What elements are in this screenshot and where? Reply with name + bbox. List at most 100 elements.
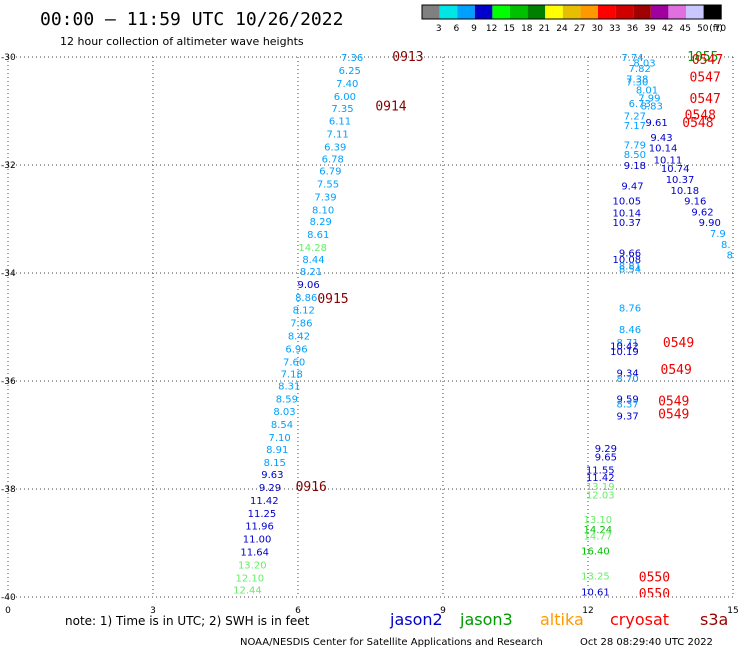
x-tick-label: 9 — [440, 606, 446, 616]
y-tick-label: -36 — [1, 377, 16, 387]
satellite-s3a: s3a — [700, 610, 728, 629]
wave-height-label: 8.37 — [616, 400, 638, 411]
pass-time-label: 0549 — [658, 407, 689, 422]
legend-swatch — [598, 5, 616, 19]
wave-height-label: 10.74 — [661, 164, 690, 175]
wave-height-label: 8.03 — [633, 58, 655, 69]
wave-height-label: 14.28 — [298, 243, 327, 254]
wave-height-label: 8.03 — [273, 407, 295, 418]
wave-height-label: 9.65 — [595, 453, 617, 464]
wave-height-label: 9.06 — [297, 280, 319, 291]
footer-generated: Oct 28 08:29:40 UTC 2022 — [580, 637, 713, 648]
y-tick-label: -32 — [1, 161, 16, 171]
wave-height-label: 7.60 — [283, 358, 305, 369]
chart-plot-area: 7.36 6.25 7.40 6.007.35 6.11 7.11 6.396.786.79… — [233, 50, 733, 602]
legend-swatch — [580, 5, 598, 19]
wave-height-label: 8.59 — [276, 394, 298, 405]
wave-height-label: 7.35 — [331, 104, 353, 115]
wave-height-label: 8.50 — [624, 150, 646, 161]
legend-swatch — [703, 5, 722, 19]
wave-height-label: 8.12 — [293, 306, 315, 317]
wave-height-label: 8.29 — [310, 217, 332, 228]
wave-height-label: 10.14 — [613, 209, 642, 220]
legend-label: 27 — [574, 24, 585, 34]
chart-axes: 0 3 6 9 12 15 -30 -32 -34 -36 -38 -40 — [1, 53, 739, 616]
wave-height-label: 10.14 — [649, 144, 678, 155]
wave-height-label: 11.25 — [248, 509, 277, 520]
legend-swatch — [633, 5, 651, 19]
legend-label: 33 — [609, 24, 620, 34]
footer-credit: NOAA/NESDIS Center for Satellite Applica… — [240, 637, 543, 648]
wave-height-label: 7.9 — [710, 229, 726, 240]
legend-label: 45 — [679, 24, 690, 34]
wave-height-label: 6.25 — [339, 66, 361, 77]
legend-label: 70 — [715, 24, 727, 34]
legend-label: 42 — [662, 24, 673, 34]
legend-label: 36 — [627, 24, 639, 34]
wave-height-label: 13.25 — [581, 571, 610, 582]
legend-swatch — [650, 5, 669, 19]
chart-grid — [7, 56, 734, 598]
wave-height-label: 8.44 — [302, 255, 324, 266]
wave-height-label: 7.38 — [626, 75, 648, 86]
pass-time-label: 0547 — [690, 92, 721, 107]
wave-height-label: 8.31 — [278, 381, 300, 392]
legend-unit: (ft) — [709, 24, 723, 34]
legend-label: 30 — [591, 24, 603, 34]
wave-height-label: 8.46 — [619, 325, 641, 336]
wave-height-label: 7.27 — [624, 111, 646, 122]
wave-height-label: 8.10 — [312, 205, 334, 216]
wave-height-label: 7.30 — [626, 77, 648, 88]
wave-height-label: 9.62 — [691, 207, 713, 218]
legend-swatch — [668, 5, 686, 19]
wave-height-label: 8.71 — [616, 338, 638, 349]
wave-height-label: 7.39 — [314, 192, 336, 203]
legend-swatch — [545, 5, 563, 19]
y-tick-label: -38 — [1, 485, 16, 495]
wave-height-label: 11.42 — [586, 473, 615, 484]
legend-label: 15 — [503, 24, 514, 34]
pass-time-label: 0547 — [692, 53, 723, 68]
legend-label: 9 — [471, 24, 477, 34]
y-tick-label: -34 — [1, 269, 16, 279]
pass-time-label: 1055 — [687, 50, 718, 65]
wave-height-label: 13.19 — [586, 482, 615, 493]
wave-height-label: 9.63 — [261, 470, 283, 481]
wave-height-label: 10.08 — [613, 255, 642, 266]
pass-time-label: 0550 — [639, 587, 670, 602]
legend-swatch — [510, 5, 528, 19]
satellite-altika: altika — [540, 610, 584, 629]
pass-time-label: 0549 — [663, 336, 694, 351]
wave-height-label: 7.17 — [624, 121, 646, 132]
pass-time-label: 0914 — [375, 100, 406, 115]
wave-height-label: 9.37 — [616, 412, 638, 423]
wave-height-label: 7.55 — [317, 179, 339, 190]
wave-height-label: 11.96 — [245, 522, 274, 533]
wave-height-label: 8.15 — [264, 458, 286, 469]
legend-label: 18 — [521, 24, 533, 34]
wave-height-label: 10.37 — [666, 175, 695, 186]
y-tick-label: -40 — [1, 593, 16, 603]
wave-height-label: 7.18 — [281, 369, 303, 380]
wave-height-label: 6.73 — [629, 99, 651, 110]
wave-height-label: 8.01 — [636, 85, 658, 96]
wave-height-label: 6.11 — [329, 117, 351, 128]
wave-height-label: 6.78 — [322, 155, 344, 166]
legend-swatch — [474, 5, 493, 19]
legend-label: 21 — [539, 24, 550, 34]
wave-height-label: 7.40 — [336, 79, 358, 90]
wave-height-label: 11.42 — [250, 496, 279, 507]
wave-height-label: 14.77 — [584, 531, 613, 542]
legend-label: 24 — [556, 24, 568, 34]
wave-height-label: 10.18 — [671, 186, 700, 197]
color-legend: 3 6 9 12 15 18 21 24 27 30 33 36 39 42 45 50 70(ft) — [421, 4, 727, 34]
pass-time-label: 0913 — [392, 50, 423, 65]
wave-height-label: 11.00 — [243, 535, 272, 546]
pass-time-label: 0549 — [658, 395, 689, 410]
wave-height-label: 9.29 — [259, 483, 281, 494]
wave-height-label: 8.61 — [307, 230, 329, 241]
pass-time-label: 0547 — [690, 71, 721, 86]
x-tick-label: 12 — [582, 606, 593, 616]
pass-time-label: 0916 — [296, 480, 327, 495]
